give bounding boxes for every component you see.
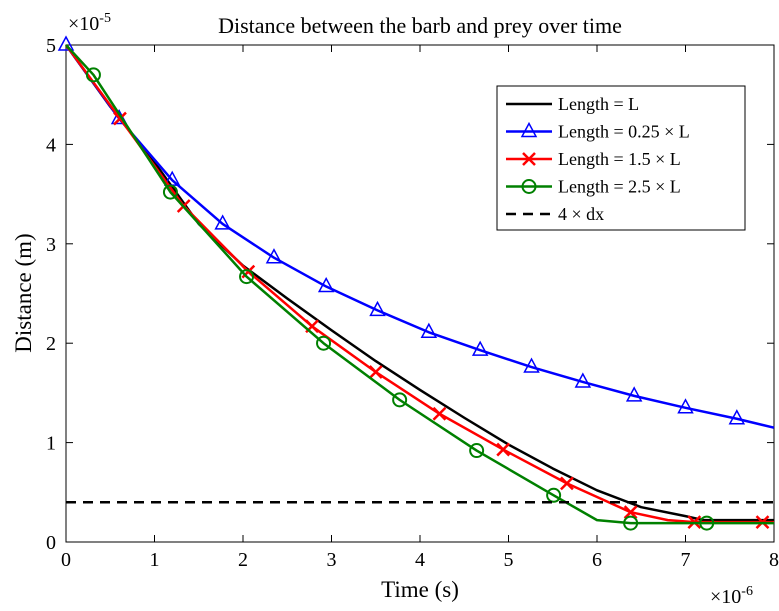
data-point (677, 398, 694, 414)
legend-label: Length = 0.25 × L (558, 122, 690, 142)
data-point (239, 269, 255, 285)
x-multiplier-exponent: -6 (741, 584, 753, 599)
legend-marker (520, 121, 538, 138)
legend-entry: Length = 2.5 × L (506, 177, 681, 197)
data-point (369, 300, 386, 317)
data-point (420, 322, 438, 339)
legend-entry: Length = L (506, 94, 639, 114)
data-point (471, 340, 489, 356)
data-point (57, 35, 75, 51)
y-tick-label: 5 (46, 35, 56, 57)
data-point (469, 443, 485, 459)
data-point (85, 67, 101, 83)
x-tick-label: 4 (415, 549, 425, 571)
series-line (65, 44, 774, 525)
data-point (432, 406, 447, 421)
data-point (317, 276, 335, 293)
data-point (368, 365, 383, 379)
legend-entry: Length = 0.25 × L (506, 122, 690, 142)
x-tick-label: 5 (504, 549, 514, 571)
chart-title: Distance between the barb and prey over … (218, 13, 622, 38)
series-1 (57, 35, 775, 429)
legend-label: Length = L (558, 94, 639, 114)
data-point (523, 357, 540, 373)
data-point (560, 476, 574, 491)
y-axis-multiplier: ×10-5 (68, 11, 111, 35)
y-tick-label: 3 (46, 234, 56, 256)
data-point (496, 442, 511, 457)
y-multiplier-base: ×10 (68, 13, 99, 35)
legend-label: Length = 2.5 × L (558, 177, 681, 197)
data-point (623, 515, 639, 531)
data-point (316, 335, 332, 351)
x-multiplier-base: ×10 (710, 586, 741, 608)
y-tick-label: 0 (46, 532, 56, 554)
x-axis-multiplier: ×10-6 (710, 584, 753, 608)
x-tick-label: 7 (681, 549, 691, 571)
y-tick-label: 4 (46, 134, 56, 156)
y-multiplier-exponent: -5 (99, 11, 111, 26)
data-point (392, 392, 408, 408)
y-tick-label: 2 (46, 333, 56, 355)
series-3 (65, 44, 774, 531)
legend-entry: 4 × dx (506, 204, 604, 224)
legend-label: Length = 1.5 × L (558, 149, 681, 169)
x-axis-label: Time (s) (381, 577, 459, 602)
legend-entry: Length = 1.5 × L (506, 149, 681, 169)
x-tick-label: 6 (592, 549, 602, 571)
data-point (265, 248, 283, 264)
data-point (623, 505, 638, 520)
x-tick-label: 1 (150, 549, 160, 571)
y-axis-label: Distance (m) (11, 233, 36, 352)
data-point (625, 386, 643, 402)
data-point (699, 515, 715, 531)
data-point (546, 487, 562, 503)
x-tick-label: 3 (327, 549, 337, 571)
x-tick-label: 8 (769, 549, 779, 571)
svg-text:×10-5: ×10-5 (68, 11, 111, 35)
x-tick-label: 0 (61, 549, 71, 571)
legend-label: 4 × dx (558, 204, 604, 224)
svg-text:×10-6: ×10-6 (710, 584, 753, 608)
series-line (64, 44, 775, 429)
legend: Length = L Length = 0.25 × L Length = 1.5 … (496, 85, 746, 231)
data-point (728, 409, 746, 425)
data-point (574, 372, 592, 388)
y-tick-label: 1 (46, 433, 56, 455)
legend-marker (521, 179, 537, 194)
x-tick-label: 2 (238, 549, 248, 571)
data-point (214, 214, 231, 230)
data-point (162, 184, 178, 200)
legend-marker (522, 152, 536, 166)
